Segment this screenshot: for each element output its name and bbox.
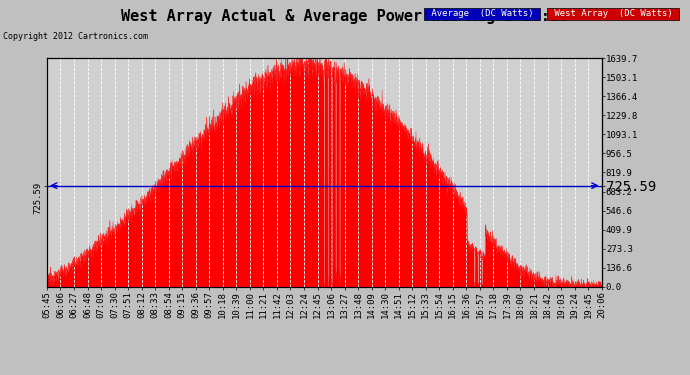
Text: West Array Actual & Average Power Wed Aug 1 20:08: West Array Actual & Average Power Wed Au… [121,9,569,24]
Text: West Array  (DC Watts): West Array (DC Watts) [549,9,678,18]
Text: Copyright 2012 Cartronics.com: Copyright 2012 Cartronics.com [3,32,148,41]
Text: Average  (DC Watts): Average (DC Watts) [426,9,539,18]
